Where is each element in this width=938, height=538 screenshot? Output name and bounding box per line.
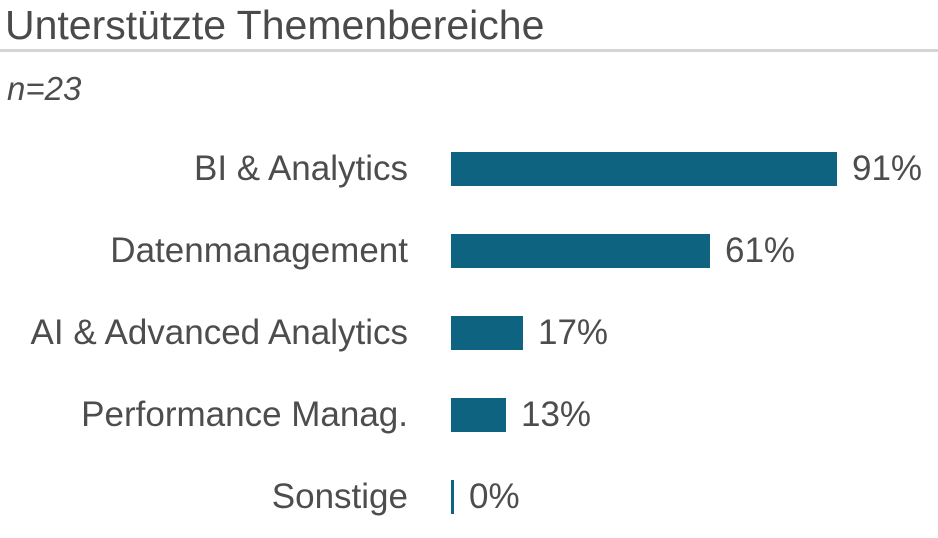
chart-row: BI & Analytics 91% bbox=[0, 128, 938, 210]
bar-area: 61% bbox=[451, 230, 796, 271]
category-label: AI & Advanced Analytics bbox=[30, 312, 408, 352]
category-label: Sonstige bbox=[271, 476, 408, 516]
category-label: BI & Analytics bbox=[194, 148, 408, 188]
chart-row: Datenmanagement 61% bbox=[0, 210, 938, 292]
chart-row: Performance Manag. 13% bbox=[0, 374, 938, 456]
value-label: 91% bbox=[852, 148, 923, 188]
sample-size-note: n=23 bbox=[7, 70, 82, 107]
title-divider bbox=[0, 49, 938, 52]
bar-area: 17% bbox=[451, 312, 609, 353]
value-label: 13% bbox=[521, 394, 592, 434]
chart-row: AI & Advanced Analytics 17% bbox=[0, 292, 938, 374]
bar bbox=[451, 152, 837, 186]
bar bbox=[451, 398, 506, 432]
value-label: 17% bbox=[538, 312, 609, 352]
chart-row: Sonstige 0% bbox=[0, 456, 938, 538]
value-label: 61% bbox=[725, 230, 796, 270]
chart-title: Unterstützte Themenbereiche bbox=[5, 2, 545, 48]
bar-area: 91% bbox=[451, 148, 923, 189]
bar-area: 0% bbox=[451, 476, 520, 517]
category-label: Datenmanagement bbox=[110, 230, 408, 270]
bar bbox=[451, 480, 454, 514]
category-label: Performance Manag. bbox=[81, 394, 408, 434]
bar bbox=[451, 316, 523, 350]
value-label: 0% bbox=[469, 476, 520, 516]
bar-chart: BI & Analytics 91% Datenmanagement 61% A… bbox=[0, 128, 938, 538]
bar-area: 13% bbox=[451, 394, 592, 435]
bar bbox=[451, 234, 710, 268]
